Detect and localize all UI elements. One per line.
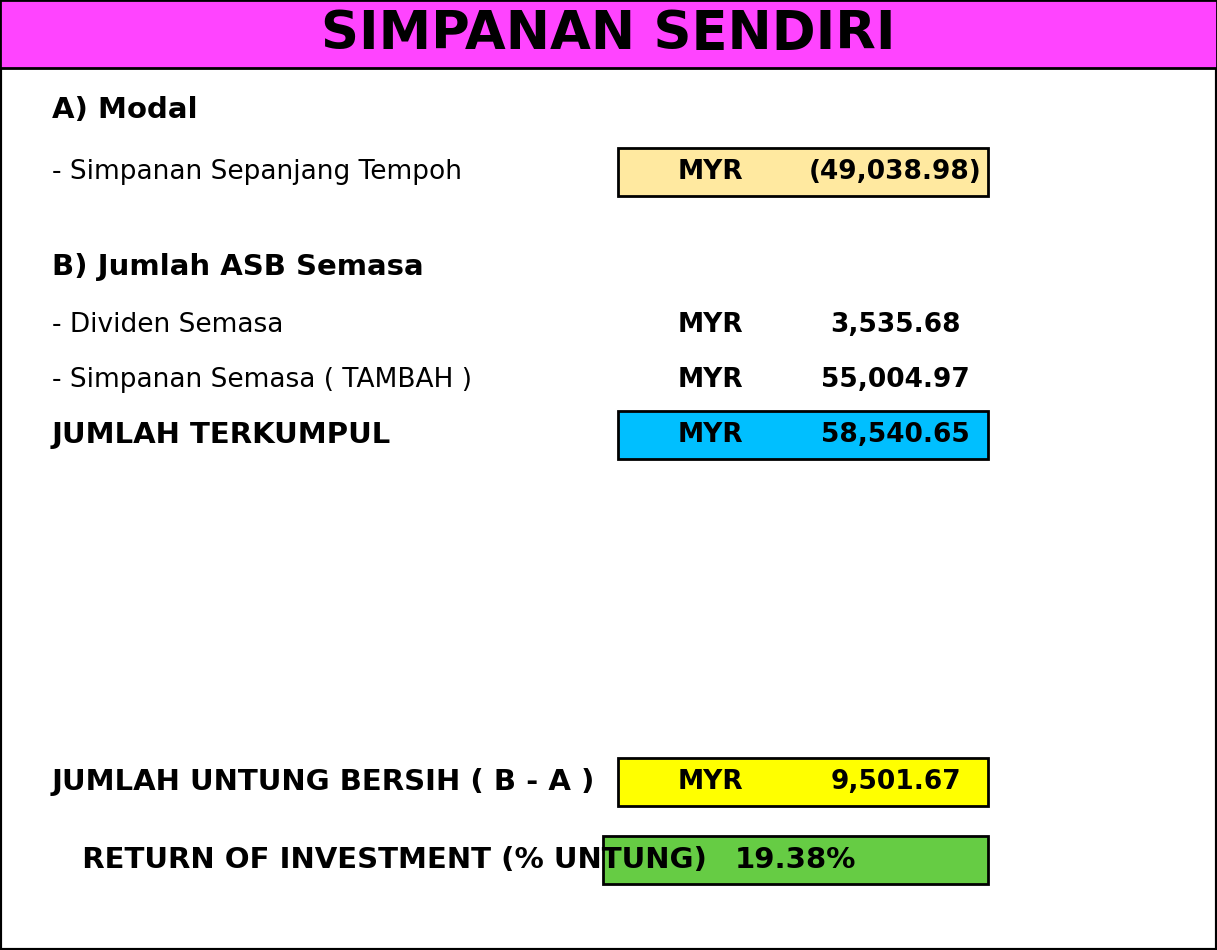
- FancyBboxPatch shape: [618, 758, 988, 806]
- FancyBboxPatch shape: [618, 148, 988, 196]
- Text: MYR: MYR: [678, 769, 744, 795]
- Text: JUMLAH TERKUMPUL: JUMLAH TERKUMPUL: [52, 421, 391, 449]
- FancyBboxPatch shape: [0, 0, 1217, 68]
- Text: - Simpanan Sepanjang Tempoh: - Simpanan Sepanjang Tempoh: [52, 159, 462, 185]
- Text: (49,038.98): (49,038.98): [809, 159, 982, 185]
- Text: 9,501.67: 9,501.67: [830, 769, 960, 795]
- Text: A) Modal: A) Modal: [52, 96, 197, 124]
- Text: - Dividen Semasa: - Dividen Semasa: [52, 312, 284, 338]
- Text: 3,535.68: 3,535.68: [830, 312, 960, 338]
- Text: MYR: MYR: [678, 312, 744, 338]
- Text: 55,004.97: 55,004.97: [821, 367, 970, 393]
- FancyBboxPatch shape: [618, 411, 988, 459]
- Text: MYR: MYR: [678, 367, 744, 393]
- Text: JUMLAH UNTUNG BERSIH ( B - A ): JUMLAH UNTUNG BERSIH ( B - A ): [52, 768, 595, 796]
- Text: B) Jumlah ASB Semasa: B) Jumlah ASB Semasa: [52, 253, 424, 281]
- Text: 58,540.65: 58,540.65: [821, 422, 970, 448]
- Text: - Simpanan Semasa ( TAMBAH ): - Simpanan Semasa ( TAMBAH ): [52, 367, 472, 393]
- Text: 19.38%: 19.38%: [735, 846, 857, 874]
- Text: SIMPANAN SENDIRI: SIMPANAN SENDIRI: [321, 8, 896, 60]
- Text: RETURN OF INVESTMENT (% UNTUNG): RETURN OF INVESTMENT (% UNTUNG): [62, 846, 707, 874]
- Text: MYR: MYR: [678, 422, 744, 448]
- Text: MYR: MYR: [678, 159, 744, 185]
- FancyBboxPatch shape: [602, 836, 988, 884]
